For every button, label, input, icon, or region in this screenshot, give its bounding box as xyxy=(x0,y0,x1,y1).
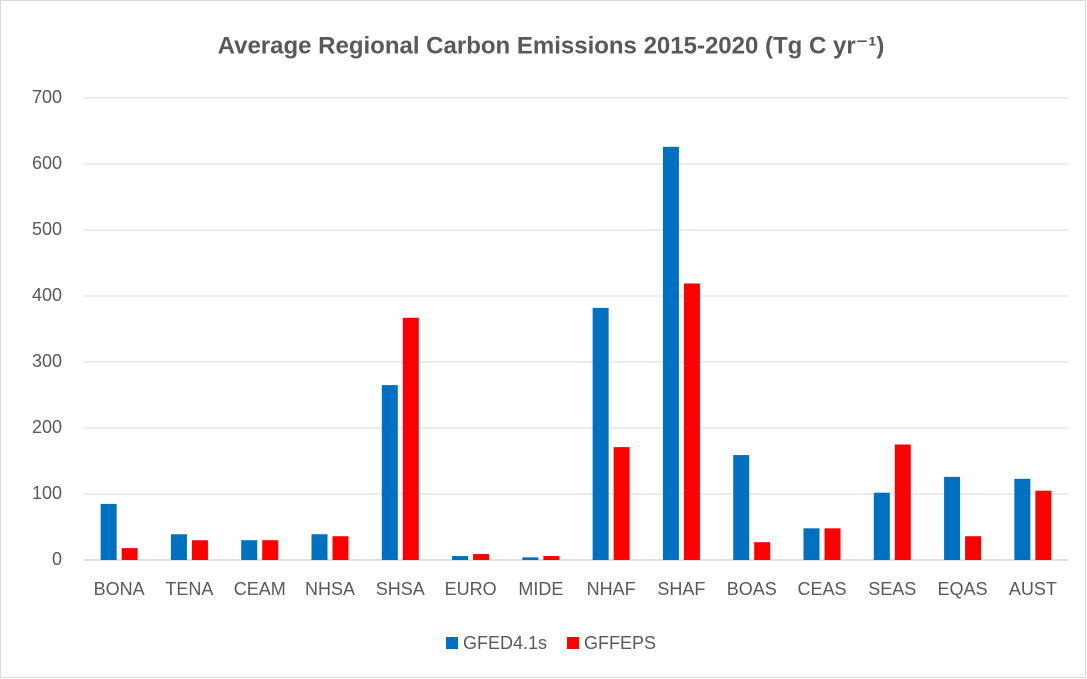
x-tick-label: SEAS xyxy=(868,579,916,599)
bar xyxy=(311,534,328,560)
x-tick-label: BOAS xyxy=(727,579,777,599)
x-tick-label: SHAF xyxy=(657,579,705,599)
bar xyxy=(452,556,469,560)
x-tick-label: EURO xyxy=(445,579,497,599)
bar xyxy=(683,283,700,560)
bar xyxy=(803,528,820,560)
x-tick-label: TENA xyxy=(165,579,213,599)
bar xyxy=(522,557,539,560)
bar xyxy=(100,503,117,560)
y-tick-label: 500 xyxy=(32,219,62,239)
bar xyxy=(543,556,560,560)
bar xyxy=(121,548,138,560)
bar xyxy=(1035,490,1052,560)
bar xyxy=(262,540,279,560)
y-tick-label: 600 xyxy=(32,153,62,173)
bar xyxy=(592,307,609,560)
y-tick-label: 400 xyxy=(32,285,62,305)
y-tick-label: 300 xyxy=(32,351,62,371)
bar xyxy=(473,554,490,560)
bar xyxy=(613,447,630,560)
bar xyxy=(965,536,982,560)
legend-swatch xyxy=(567,637,580,649)
y-tick-label: 200 xyxy=(32,417,62,437)
bar xyxy=(332,536,349,560)
bar xyxy=(754,542,771,560)
x-tick-label: MIDE xyxy=(518,579,563,599)
x-tick-label: AUST xyxy=(1009,579,1057,599)
bar xyxy=(733,455,750,560)
bar xyxy=(402,317,419,560)
y-tick-label: 100 xyxy=(32,483,62,503)
y-tick-label: 0 xyxy=(52,549,62,569)
x-tick-label: SHSA xyxy=(376,579,425,599)
x-tick-label: CEAS xyxy=(797,579,846,599)
x-tick-label: EQAS xyxy=(938,579,988,599)
bar xyxy=(381,385,398,560)
chart-title: Average Regional Carbon Emissions 2015-2… xyxy=(218,32,885,59)
bar xyxy=(241,540,258,560)
bar xyxy=(894,444,911,560)
x-tick-label: CEAM xyxy=(234,579,286,599)
bar xyxy=(944,476,961,560)
bar xyxy=(873,492,890,560)
bar xyxy=(1014,478,1031,560)
bar xyxy=(191,540,208,560)
x-tick-label: NHSA xyxy=(305,579,355,599)
legend-swatch xyxy=(446,637,458,649)
x-tick-label: NHAF xyxy=(587,579,636,599)
legend-label: GFFEPS xyxy=(584,633,656,653)
x-tick-label: BONA xyxy=(94,579,145,599)
bar xyxy=(824,528,841,560)
bar xyxy=(170,534,187,560)
bar xyxy=(662,146,679,560)
y-tick-label: 700 xyxy=(32,87,62,107)
legend-label: GFED4.1s xyxy=(463,633,547,653)
